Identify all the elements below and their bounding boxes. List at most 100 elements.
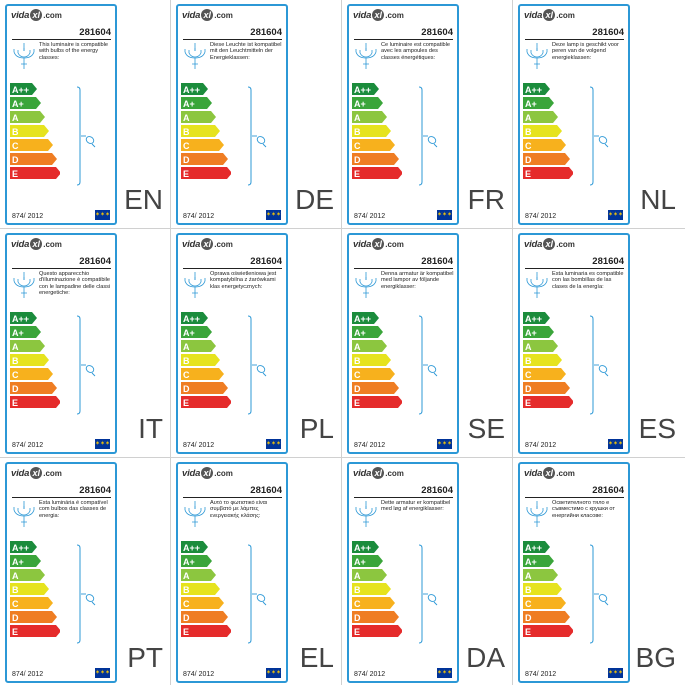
energy-class-label: A xyxy=(525,571,532,581)
eu-flag-icon: ✶✶✶ xyxy=(607,210,624,220)
energy-class-arrow xyxy=(10,83,37,95)
energy-class-label: E xyxy=(525,627,531,637)
energy-class-arrow xyxy=(181,326,212,338)
energy-class-label: A xyxy=(525,113,532,123)
energy-class-arrow xyxy=(10,583,49,595)
energy-class-label: A++ xyxy=(12,85,29,95)
vidaxl-logo: vida xl .com xyxy=(524,9,575,21)
energy-class-bar: A+ xyxy=(352,97,383,109)
energy-class-label: C xyxy=(354,370,361,380)
energy-class-bar: B xyxy=(352,125,391,137)
energy-class-bar: B xyxy=(523,583,562,595)
energy-class-bar: A xyxy=(523,111,558,123)
bulb-bracket-icon xyxy=(247,86,267,186)
divider xyxy=(354,268,453,269)
panel-pt: vida xl .com 281604 Esta luminária é compa… xyxy=(0,458,171,686)
energy-class-label: D xyxy=(525,155,532,165)
compatibility-text: Осветителното тяло е съвместимо с крушки… xyxy=(552,500,615,519)
panel-pl: vida xl .com 281604 Oprawa oświetleniowa j… xyxy=(171,229,342,457)
language-code: EL xyxy=(299,642,334,673)
language-code: ES xyxy=(638,413,676,444)
bulb-bracket-icon xyxy=(589,86,609,186)
eu-flag-icon: ✶✶✶ xyxy=(607,668,624,678)
regulation-number: 874/ 2012 xyxy=(525,442,557,449)
energy-class-arrow xyxy=(352,611,399,623)
energy-class-bar: B xyxy=(10,354,49,366)
energy-class-label: E xyxy=(183,627,189,637)
energy-class-bar: B xyxy=(352,583,391,595)
bulb-bracket-icon xyxy=(589,544,609,644)
energy-class-arrow xyxy=(523,555,554,567)
divider xyxy=(525,39,624,40)
product-code: 281604 xyxy=(250,256,282,267)
chandelier-icon xyxy=(184,501,206,527)
energy-class-label: D xyxy=(525,613,532,623)
energy-class-arrow xyxy=(10,326,41,338)
vidaxl-logo: vida xl .com xyxy=(182,238,233,250)
chandelier-icon xyxy=(526,272,548,298)
divider xyxy=(525,268,624,269)
energy-class-label: A++ xyxy=(183,543,200,553)
energy-class-arrow xyxy=(352,597,395,609)
energy-class-label: E xyxy=(12,398,18,408)
bulb-bracket-icon xyxy=(418,315,438,415)
energy-class-label: C xyxy=(354,141,361,151)
energy-class-bar: A xyxy=(181,569,216,581)
eu-flag-icon: ✶✶✶ xyxy=(436,439,453,449)
energy-class-label: D xyxy=(354,155,361,165)
divider xyxy=(12,39,111,40)
energy-class-label: A xyxy=(354,571,361,581)
energy-class-arrow xyxy=(352,326,383,338)
bulb-bracket-icon xyxy=(76,544,96,644)
energy-class-bar: B xyxy=(181,583,220,595)
energy-class-label: B xyxy=(354,356,361,366)
energy-class-label: C xyxy=(12,599,19,609)
energy-label-card: vida xl .com 281604 Ce luminaire est compa… xyxy=(347,4,459,225)
compatibility-text: Ce luminaire est compatible avec les amp… xyxy=(381,42,451,61)
energy-class-bar: A++ xyxy=(181,83,208,95)
eu-flag-icon: ✶✶✶ xyxy=(94,210,111,220)
energy-class-bar: A+ xyxy=(181,326,212,338)
energy-label-card: vida xl .com 281604 Esta luminaria es comp… xyxy=(518,233,630,454)
energy-class-label: C xyxy=(525,141,532,151)
energy-class-arrow xyxy=(352,97,383,109)
grid-divider xyxy=(170,0,171,685)
divider xyxy=(183,39,282,40)
energy-class-bar: D xyxy=(10,153,57,165)
energy-class-label: A+ xyxy=(12,328,24,338)
energy-class-arrow xyxy=(523,597,566,609)
energy-class-label: B xyxy=(525,127,532,137)
energy-class-label: E xyxy=(354,627,360,637)
energy-class-bar: D xyxy=(352,153,399,165)
energy-class-bar: A++ xyxy=(523,83,550,95)
energy-class-arrow xyxy=(181,583,220,595)
energy-class-bar: E xyxy=(10,167,60,179)
energy-class-bar: E xyxy=(10,396,60,408)
energy-class-arrow xyxy=(10,382,57,394)
panel-it: vida xl .com 281604 Questo apparecchio d'i… xyxy=(0,229,171,457)
grid-divider xyxy=(0,228,685,229)
energy-class-bar: D xyxy=(10,611,57,623)
energy-class-arrow xyxy=(10,153,57,165)
energy-class-arrow xyxy=(10,139,53,151)
energy-class-arrow xyxy=(181,153,228,165)
energy-class-label: A+ xyxy=(12,99,24,109)
regulation-number: 874/ 2012 xyxy=(12,671,44,678)
energy-class-arrow xyxy=(181,340,216,352)
energy-class-label: A++ xyxy=(525,543,542,553)
energy-class-label: A xyxy=(12,113,19,123)
vidaxl-logo: vida xl .com xyxy=(11,238,62,250)
energy-class-bar: A xyxy=(10,340,45,352)
vidaxl-logo: vida xl .com xyxy=(353,9,404,21)
energy-class-bar: A xyxy=(523,340,558,352)
energy-class-arrow xyxy=(352,541,379,553)
energy-class-label: C xyxy=(525,370,532,380)
chandelier-icon xyxy=(13,501,35,527)
chandelier-icon xyxy=(355,43,377,69)
energy-class-bar: A++ xyxy=(352,312,379,324)
compatibility-text: Questo apparecchio d'illuminazione è com… xyxy=(39,271,111,297)
compatibility-text: Oprawa oświetleniowa jest kompatybilna z… xyxy=(210,271,277,290)
energy-class-label: A++ xyxy=(354,85,371,95)
